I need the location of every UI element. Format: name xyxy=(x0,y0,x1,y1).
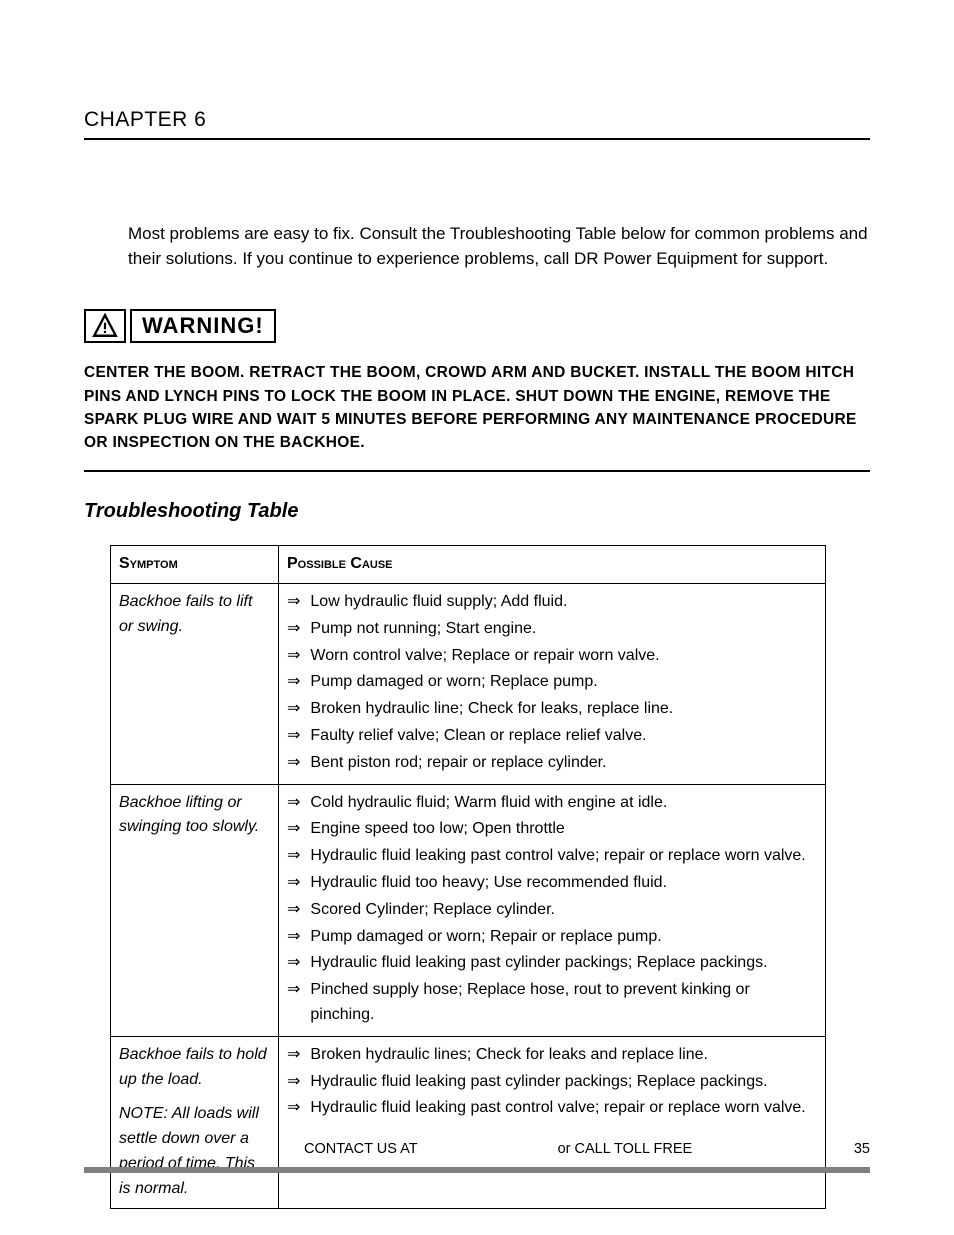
cause-item: ⇒ Cold hydraulic fluid; Warm fluid with e… xyxy=(287,791,817,816)
arrow-icon: ⇒ xyxy=(287,670,300,695)
warning-banner: WARNING! xyxy=(84,309,870,343)
arrow-icon: ⇒ xyxy=(287,1070,300,1095)
footer-call: or CALL TOLL FREE xyxy=(558,1141,693,1157)
cause-item: ⇒ Broken hydraulic lines; Check for leaks… xyxy=(287,1043,817,1068)
table-row: Backhoe lifting or swinging too slowly. ⇒… xyxy=(111,784,826,1036)
arrow-icon: ⇒ xyxy=(287,871,300,896)
header-symptom: Symptom xyxy=(111,546,279,584)
cause-text: Scored Cylinder; Replace cylinder. xyxy=(310,898,817,923)
arrow-icon: ⇒ xyxy=(287,817,300,842)
cause-item: ⇒ Scored Cylinder; Replace cylinder. xyxy=(287,898,817,923)
section-title: Troubleshooting Table xyxy=(84,500,870,523)
symptom-text: Backhoe fails to hold up the load. xyxy=(119,1046,267,1088)
cause-item: ⇒ Low hydraulic fluid supply; Add fluid. xyxy=(287,590,817,615)
warning-text: CENTER THE BOOM. RETRACT THE BOOM, CROWD… xyxy=(84,361,870,472)
cause-cell: ⇒ Broken hydraulic lines; Check for leaks… xyxy=(279,1036,826,1208)
symptom-cell: Backhoe lifting or swinging too slowly. xyxy=(111,784,279,1036)
arrow-icon: ⇒ xyxy=(287,590,300,615)
cause-item: ⇒ Broken hydraulic line; Check for leaks,… xyxy=(287,697,817,722)
cause-item: ⇒ Hydraulic fluid leaking past control va… xyxy=(287,844,817,869)
warning-label: WARNING! xyxy=(130,309,276,343)
arrow-icon: ⇒ xyxy=(287,978,300,1003)
arrow-icon: ⇒ xyxy=(287,791,300,816)
table-row: Backhoe fails to hold up the load.NOTE: … xyxy=(111,1036,826,1208)
troubleshooting-table: Symptom Possible Cause Backhoe fails to … xyxy=(110,545,826,1208)
page-number: 35 xyxy=(854,1141,870,1157)
cause-text: Worn control valve; Replace or repair wo… xyxy=(310,644,817,669)
cause-text: Faulty relief valve; Clean or replace re… xyxy=(310,724,817,749)
cause-text: Pinched supply hose; Replace hose, rout … xyxy=(310,978,817,1028)
arrow-icon: ⇒ xyxy=(287,1043,300,1068)
cause-text: Pump not running; Start engine. xyxy=(310,617,817,642)
cause-list: ⇒ Cold hydraulic fluid; Warm fluid with e… xyxy=(287,791,817,1028)
intro-paragraph: Most problems are easy to fix. Consult t… xyxy=(128,222,868,271)
cause-item: ⇒ Hydraulic fluid leaking past control va… xyxy=(287,1096,817,1121)
page-footer: CONTACT US AT or CALL TOLL FREE 35 xyxy=(84,1141,870,1157)
header-cause: Possible Cause xyxy=(279,546,826,584)
cause-item: ⇒ Hydraulic fluid leaking past cylinder p… xyxy=(287,951,817,976)
cause-text: Bent piston rod; repair or replace cylin… xyxy=(310,751,817,776)
cause-text: Hydraulic fluid too heavy; Use recommend… xyxy=(310,871,817,896)
cause-text: Pump damaged or worn; Repair or replace … xyxy=(310,925,817,950)
arrow-icon: ⇒ xyxy=(287,724,300,749)
cause-item: ⇒ Hydraulic fluid leaking past cylinder p… xyxy=(287,1070,817,1095)
table-row: Backhoe fails to lift or swing. ⇒ Low hydr… xyxy=(111,584,826,785)
arrow-icon: ⇒ xyxy=(287,898,300,923)
cause-list: ⇒Low hydraulic fluid supply; Add fluid.⇒… xyxy=(287,590,817,776)
arrow-icon: ⇒ xyxy=(287,697,300,722)
table-header-row: Symptom Possible Cause xyxy=(111,546,826,584)
cause-text: Low hydraulic fluid supply; Add fluid. xyxy=(310,590,817,615)
page: CHAPTER 6 Most problems are easy to fix.… xyxy=(0,0,954,1235)
arrow-icon: ⇒ xyxy=(287,617,300,642)
cause-item: ⇒ Hydraulic fluid too heavy; Use recommen… xyxy=(287,871,817,896)
cause-item: ⇒ Worn control valve; Replace or repair w… xyxy=(287,644,817,669)
cause-text: Hydraulic fluid leaking past control val… xyxy=(310,1096,817,1121)
arrow-icon: ⇒ xyxy=(287,1096,300,1121)
arrow-icon: ⇒ xyxy=(287,844,300,869)
chapter-header: CHAPTER 6 xyxy=(84,108,870,140)
cause-text: Broken hydraulic lines; Check for leaks … xyxy=(310,1043,817,1068)
cause-cell: ⇒Low hydraulic fluid supply; Add fluid.⇒… xyxy=(279,584,826,785)
symptom-cell: Backhoe fails to lift or swing. xyxy=(111,584,279,785)
cause-text: Cold hydraulic fluid; Warm fluid with en… xyxy=(310,791,817,816)
footer-rule xyxy=(84,1167,870,1173)
symptom-cell: Backhoe fails to hold up the load.NOTE: … xyxy=(111,1036,279,1208)
arrow-icon: ⇒ xyxy=(287,751,300,776)
cause-text: Broken hydraulic line; Check for leaks, … xyxy=(310,697,817,722)
cause-item: ⇒ Faulty relief valve; Clean or replace r… xyxy=(287,724,817,749)
symptom-text: Backhoe fails to lift or swing. xyxy=(119,593,252,635)
footer-contact: CONTACT US AT xyxy=(304,1141,418,1157)
warning-triangle-icon xyxy=(84,309,126,343)
cause-list: ⇒ Broken hydraulic lines; Check for leaks… xyxy=(287,1043,817,1121)
symptom-text: Backhoe lifting or swinging too slowly. xyxy=(119,794,259,836)
cause-item: ⇒ Bent piston rod; repair or replace cyli… xyxy=(287,751,817,776)
cause-item: ⇒ Engine speed too low; Open throttle xyxy=(287,817,817,842)
cause-item: ⇒ Pump damaged or worn; Repair or replace… xyxy=(287,925,817,950)
arrow-icon: ⇒ xyxy=(287,644,300,669)
cause-item: ⇒ Pump damaged or worn; Replace pump. xyxy=(287,670,817,695)
cause-item: ⇒ Pinched supply hose; Replace hose, rout… xyxy=(287,978,817,1028)
cause-item: ⇒ Pump not running; Start engine. xyxy=(287,617,817,642)
cause-text: Engine speed too low; Open throttle xyxy=(310,817,817,842)
cause-text: Pump damaged or worn; Replace pump. xyxy=(310,670,817,695)
cause-text: Hydraulic fluid leaking past cylinder pa… xyxy=(310,951,817,976)
cause-text: Hydraulic fluid leaking past cylinder pa… xyxy=(310,1070,817,1095)
cause-text: Hydraulic fluid leaking past control val… xyxy=(310,844,817,869)
arrow-icon: ⇒ xyxy=(287,951,300,976)
cause-cell: ⇒ Cold hydraulic fluid; Warm fluid with e… xyxy=(279,784,826,1036)
arrow-icon: ⇒ xyxy=(287,925,300,950)
